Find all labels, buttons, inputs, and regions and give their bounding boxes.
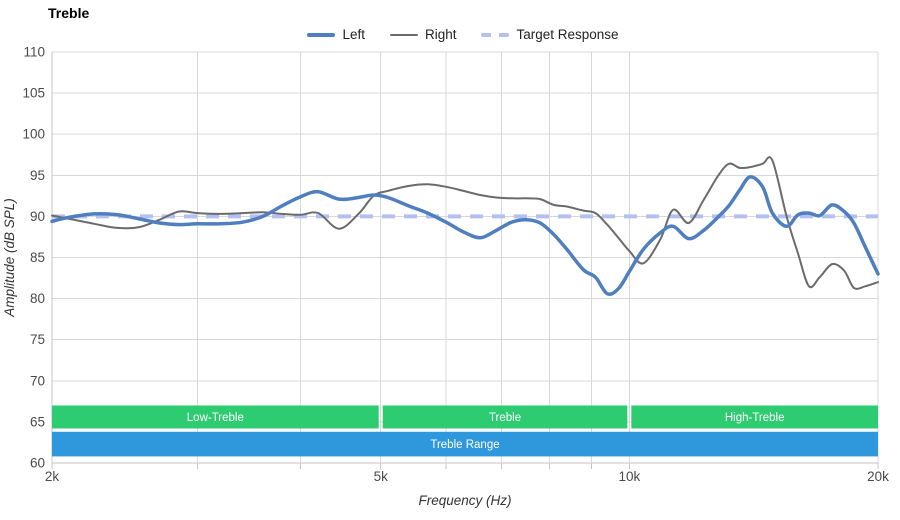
treble-range-bands: Low-Treble Treble High-Treble Treble Range <box>52 405 878 457</box>
y-tick-label: 75 <box>30 332 45 347</box>
y-tick-label: 65 <box>30 414 45 429</box>
legend-label-left: Left <box>342 27 365 42</box>
chart-title: Treble <box>48 5 90 21</box>
y-tick-label: 105 <box>22 86 45 101</box>
y-tick-label: 60 <box>30 456 45 471</box>
legend-label-target-response: Target Response <box>516 27 619 42</box>
y-tick-label: 95 <box>30 168 45 183</box>
axis-tick-labels: 60 65 70 75 80 85 90 95 100 105 110 2k 5k 10k 20k <box>22 45 889 485</box>
band-section-low-treble <box>52 405 379 429</box>
right-line-swatch-icon <box>389 33 418 36</box>
band-range-label: Treble Range <box>430 439 499 451</box>
band-section-treble <box>382 405 628 429</box>
target-response-swatch-icon <box>481 32 510 37</box>
chart-legend: Left Right Target Response <box>26 27 900 42</box>
y-tick-label: 85 <box>30 250 45 265</box>
legend-item-left[interactable]: Left <box>307 27 365 42</box>
band-treble-range <box>52 431 878 457</box>
y-tick-label: 100 <box>22 127 45 142</box>
band-section-high-treble <box>631 405 878 429</box>
legend-item-target-response[interactable]: Target Response <box>481 27 619 42</box>
x-tick-label: 20k <box>867 469 889 484</box>
y-tick-label: 80 <box>30 291 45 306</box>
y-tick-label: 90 <box>30 209 45 224</box>
y-axis-title: Amplitude (dB SPL) <box>2 198 17 318</box>
gridlines <box>51 51 879 469</box>
legend-label-right: Right <box>424 27 457 42</box>
band-section-label: Treble <box>489 412 521 424</box>
x-tick-label: 10k <box>618 469 640 484</box>
x-tick-label: 2k <box>45 469 60 484</box>
band-section-label: High-Treble <box>725 412 785 424</box>
right-curve <box>51 156 879 290</box>
band-section-label: Low-Treble <box>187 412 244 424</box>
x-axis-title: Frequency (Hz) <box>418 493 511 508</box>
left-line-swatch-icon <box>307 32 336 37</box>
legend-item-right[interactable]: Right <box>389 27 457 42</box>
x-tick-label: 5k <box>374 469 389 484</box>
left-curve <box>50 175 880 296</box>
y-tick-label: 110 <box>23 45 45 60</box>
y-tick-label: 70 <box>30 373 45 388</box>
